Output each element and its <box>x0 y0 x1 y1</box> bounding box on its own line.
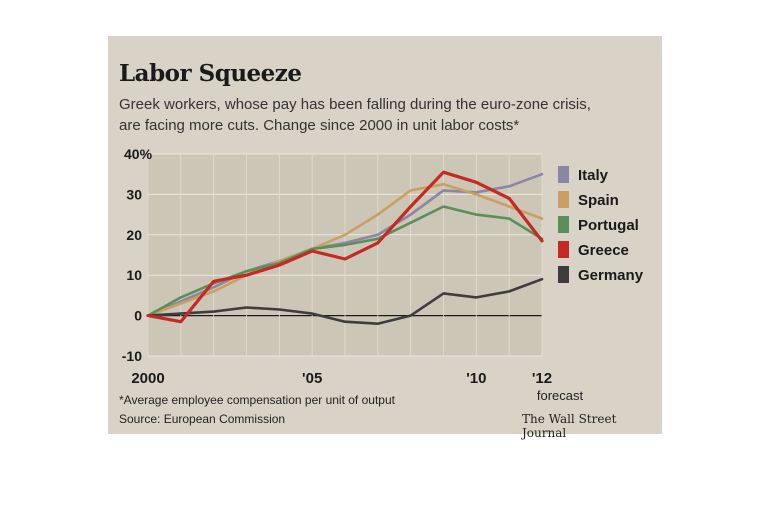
x-axis-ticks <box>147 154 543 356</box>
legend-swatch-portugal <box>558 216 569 233</box>
legend-swatch-greece <box>558 241 569 258</box>
chart-title: Labor Squeeze <box>119 60 302 87</box>
legend: Italy Spain Portugal Greece Germany <box>558 166 644 284</box>
chart-panel: 40% 30 20 10 0 -10 2000 '05 '10 '12 forecast Ital… <box>108 36 662 440</box>
x-tick-label: 2000 <box>131 370 164 387</box>
y-tick-label: 10 <box>126 267 142 283</box>
chart-subtitle-line-2: are facing more cuts. Change since 2000 … <box>119 117 520 134</box>
y-tick-label: 0 <box>134 308 142 324</box>
legend-label-germany: Germany <box>578 267 644 284</box>
legend-swatch-germany <box>558 266 569 283</box>
y-tick-label: 20 <box>126 227 142 243</box>
legend-swatch-spain <box>558 191 569 208</box>
y-tick-label: 40% <box>124 146 153 162</box>
legend-label-greece: Greece <box>578 242 629 259</box>
legend-label-portugal: Portugal <box>578 217 639 234</box>
series-line-spain <box>146 183 544 317</box>
forecast-label: forecast <box>537 388 584 403</box>
chart-subtitle-line-1: Greek workers, whose pay has been fallin… <box>119 96 591 113</box>
x-tick-label: '10 <box>466 370 486 387</box>
series-line-germany <box>146 277 544 326</box>
series-line-italy <box>146 172 544 317</box>
legend-swatch-italy <box>558 166 569 183</box>
series-line-greece <box>146 170 544 324</box>
y-tick-label: 30 <box>126 186 142 202</box>
legend-label-italy: Italy <box>578 167 609 184</box>
source-note: Source: European Commission <box>119 412 286 426</box>
y-axis-labels: 40% 30 20 10 0 -10 <box>122 146 153 364</box>
x-tick-label: '05 <box>302 370 322 387</box>
x-tick-label: '12 <box>532 370 552 387</box>
series-lines <box>146 170 544 326</box>
footnote: *Average employee compensation per unit … <box>119 393 395 407</box>
publisher-credit: The Wall Street Journal <box>522 412 617 440</box>
y-tick-label: -10 <box>122 348 142 364</box>
legend-label-spain: Spain <box>578 192 619 209</box>
